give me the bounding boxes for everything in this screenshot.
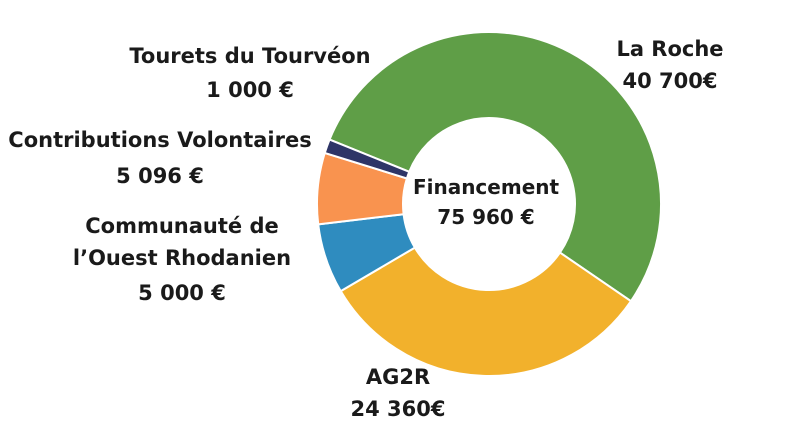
slice-label-communaute-ouest-rhodanien: Communauté de l’Ouest Rhodanien 5 000 €	[73, 214, 291, 305]
center-value: 75 960 €	[437, 205, 534, 229]
slice-label-contributions-volontaires: Contributions Volontaires 5 096 €	[8, 128, 311, 188]
slice-label-name: La Roche	[616, 37, 723, 61]
slice-label-name-line-1: Communauté de	[85, 214, 279, 238]
slice-label-name: Contributions Volontaires	[8, 128, 311, 152]
slice-label-value: 40 700€	[623, 69, 718, 93]
donut-slice-ag2r	[339, 246, 633, 377]
center-title: Financement	[413, 175, 560, 199]
slice-label-value: 24 360€	[351, 397, 446, 421]
slice-label-tourets-du-tourveon: Tourets du Tourvéon 1 000 €	[129, 44, 370, 102]
slice-label-name: Tourets du Tourvéon	[129, 44, 370, 68]
slice-label-value: 1 000 €	[206, 78, 294, 102]
slice-label-value: 5 096 €	[116, 164, 204, 188]
slice-label-name-line-2: l’Ouest Rhodanien	[73, 246, 291, 270]
slice-label-ag2r: AG2R 24 360€	[351, 365, 446, 421]
donut-center-label: Financement 75 960 €	[413, 175, 560, 229]
donut-slices	[316, 31, 662, 377]
donut-slice-la-roche	[328, 31, 662, 303]
slice-label-value: 5 000 €	[138, 281, 226, 305]
donut-slice-tourets-du-tourveon	[323, 138, 411, 180]
slice-label-la-roche: La Roche 40 700€	[616, 37, 723, 93]
slice-label-name: AG2R	[366, 365, 430, 389]
